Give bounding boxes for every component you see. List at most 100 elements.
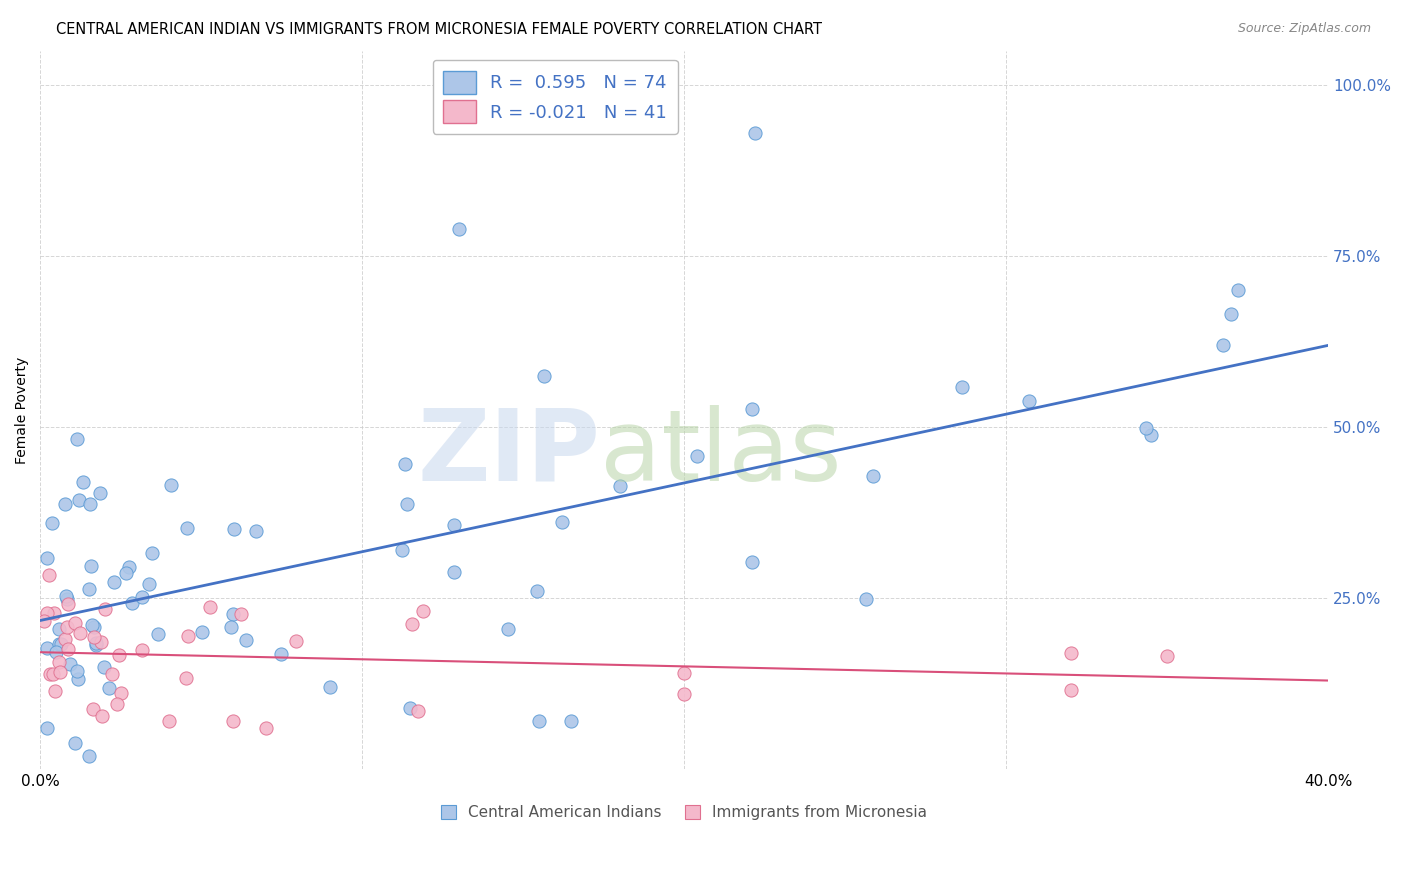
Point (174, 671, 197, 685)
Point (42, 607, 65, 621)
Point (1219, 307, 1241, 321)
Point (235, 632, 257, 647)
Point (32, 614, 55, 628)
Point (35, 641, 58, 656)
Point (222, 522, 245, 536)
Point (160, 478, 183, 492)
Point (63, 736, 86, 750)
Point (529, 714, 551, 729)
Point (35, 721, 58, 735)
Point (77, 582, 100, 597)
Point (115, 566, 138, 581)
Point (94, 602, 117, 616)
Point (41, 667, 63, 681)
Point (66, 664, 89, 678)
Point (254, 721, 277, 735)
Point (56, 620, 79, 634)
Point (131, 590, 153, 604)
Point (69, 625, 91, 640)
Point (686, 449, 709, 463)
Point (82, 702, 104, 716)
Point (108, 648, 131, 662)
Point (560, 714, 582, 729)
Point (83, 619, 105, 633)
Point (391, 543, 413, 558)
Point (443, 518, 465, 533)
Y-axis label: Female Poverty: Female Poverty (15, 357, 30, 464)
Point (1226, 283, 1249, 297)
Point (533, 369, 555, 384)
Point (41, 516, 63, 531)
Point (1018, 394, 1040, 409)
Text: Source: ZipAtlas.com: Source: ZipAtlas.com (1237, 22, 1371, 36)
Point (66, 432, 89, 446)
Point (44, 684, 66, 698)
Point (110, 686, 132, 700)
Point (741, 555, 763, 569)
Point (35, 606, 58, 620)
Point (222, 714, 245, 729)
Point (551, 515, 574, 529)
Point (741, 402, 763, 417)
Text: atlas: atlas (600, 405, 842, 501)
Point (79, 497, 101, 511)
Point (49, 665, 72, 679)
Point (219, 620, 242, 634)
Point (1135, 421, 1157, 435)
Point (38, 568, 60, 582)
Point (53, 497, 76, 511)
Point (80, 558, 103, 573)
Legend: Central American Indians, Immigrants from Micronesia: Central American Indians, Immigrants fro… (434, 799, 934, 826)
Point (1212, 338, 1234, 352)
Point (245, 524, 267, 538)
Point (406, 704, 429, 718)
Point (231, 607, 253, 621)
Point (138, 576, 160, 591)
Point (56, 642, 79, 657)
Point (176, 521, 198, 535)
Point (55, 632, 77, 647)
Point (744, 126, 766, 140)
Point (51, 637, 73, 651)
Point (39, 666, 62, 681)
Point (63, 616, 86, 631)
Point (1059, 646, 1081, 660)
Point (222, 607, 245, 621)
Point (443, 565, 465, 579)
Point (121, 596, 143, 610)
Point (84, 638, 107, 652)
Point (48, 637, 70, 651)
Point (93, 659, 115, 673)
Point (35, 550, 58, 565)
Point (855, 591, 877, 606)
Point (48, 656, 70, 670)
Point (45, 646, 67, 660)
Point (396, 497, 419, 511)
Point (862, 469, 884, 483)
Point (399, 700, 422, 714)
Point (609, 479, 631, 493)
Point (48, 623, 70, 637)
Point (447, 221, 470, 235)
Point (131, 643, 153, 657)
Point (84, 636, 107, 650)
Point (90, 635, 112, 649)
Point (66, 673, 89, 687)
Point (67, 493, 90, 508)
Point (105, 697, 128, 711)
Point (77, 748, 100, 763)
Point (55, 589, 77, 603)
Point (59, 657, 82, 672)
Point (146, 627, 169, 641)
Point (89, 486, 111, 500)
Text: ZIP: ZIP (418, 405, 600, 501)
Point (82, 618, 104, 632)
Point (950, 379, 973, 393)
Point (673, 687, 696, 701)
Point (319, 680, 342, 694)
Point (101, 666, 124, 681)
Point (72, 475, 94, 489)
Point (103, 574, 125, 589)
Text: CENTRAL AMERICAN INDIAN VS IMMIGRANTS FROM MICRONESIA FEMALE POVERTY CORRELATION: CENTRAL AMERICAN INDIAN VS IMMIGRANTS FR… (56, 22, 823, 37)
Point (1156, 649, 1178, 664)
